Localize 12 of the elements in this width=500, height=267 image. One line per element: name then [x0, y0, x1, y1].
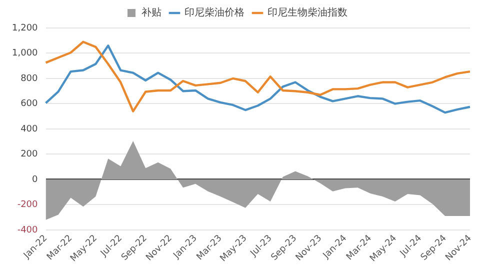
y-tick-label: -400 — [17, 225, 38, 236]
y-tick-label: 400 — [20, 124, 38, 134]
y-tick-label: 200 — [20, 150, 38, 160]
y-tick-label: 1,000 — [12, 48, 38, 59]
y-tick-label: 600 — [20, 99, 38, 110]
y-tick-label: -200 — [17, 200, 38, 210]
y-tick-label: 800 — [20, 74, 38, 84]
legend-label: 补贴 — [142, 6, 162, 19]
y-tick-label: 0 — [32, 174, 38, 185]
y-tick-label: 1,200 — [12, 23, 38, 34]
legend-label: 印尼生物柴油指数 — [268, 6, 348, 19]
legend-label: 印尼柴油价格 — [184, 6, 244, 19]
